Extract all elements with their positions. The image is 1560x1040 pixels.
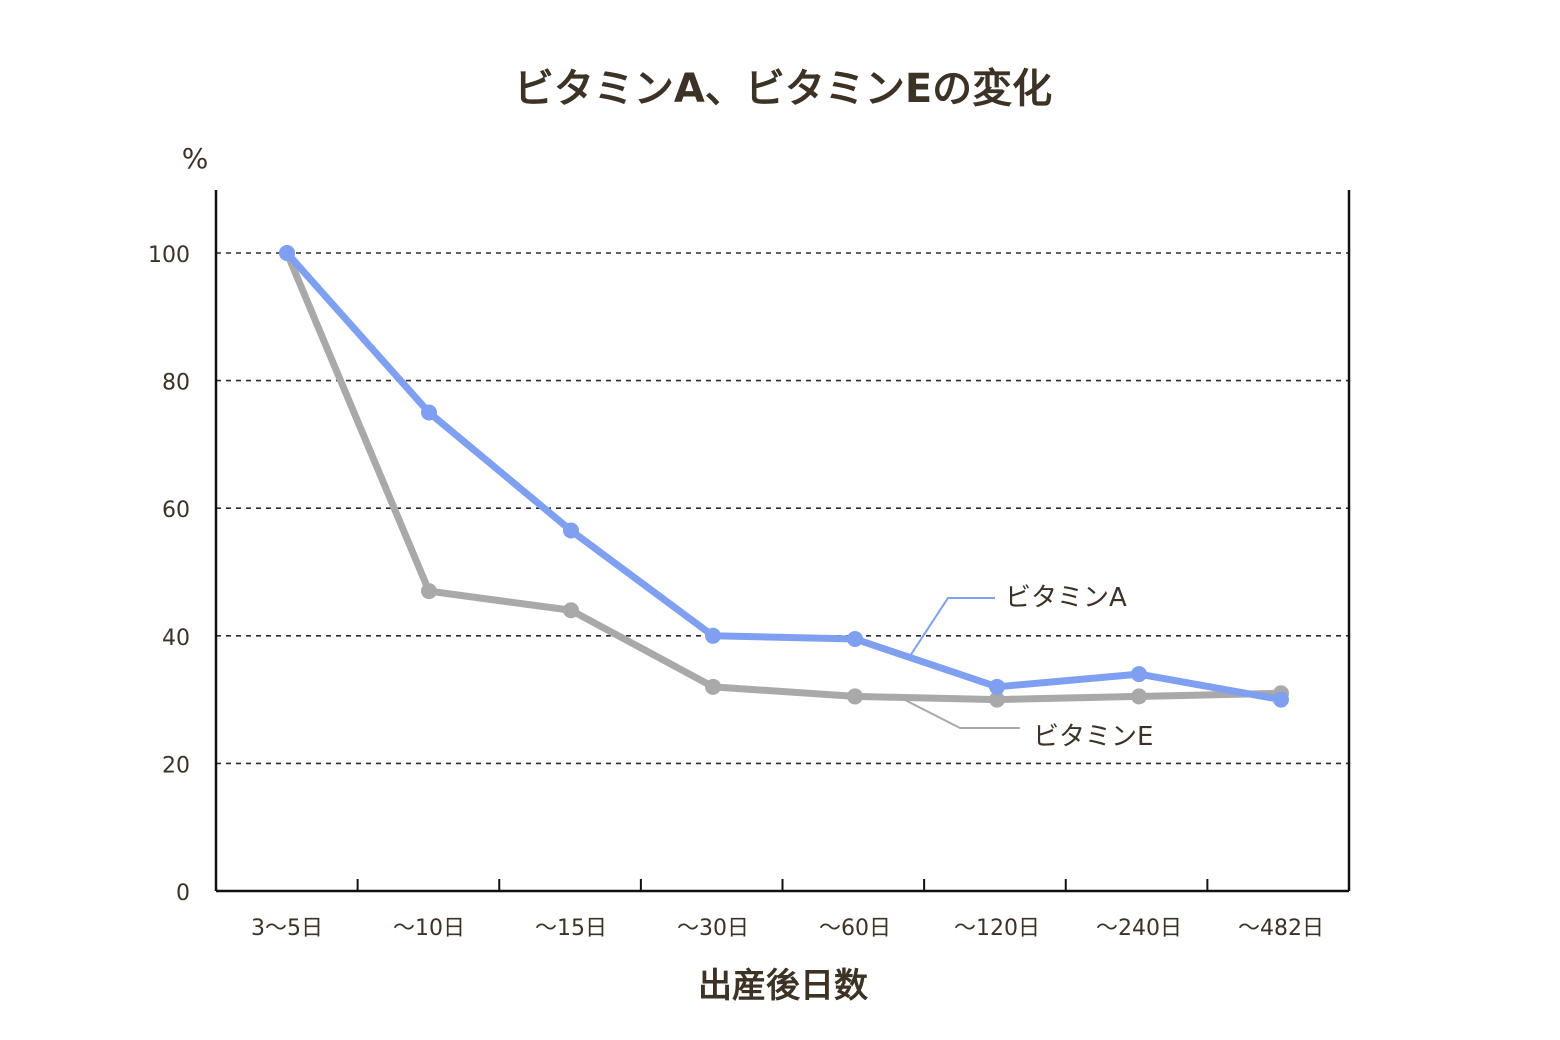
x-tick-label: 〜30日 [677, 916, 749, 941]
data-point [563, 602, 579, 619]
x-tick-label: 〜240日 [1096, 916, 1182, 941]
data-point [421, 404, 437, 421]
x-tick-label: 〜10日 [393, 916, 465, 941]
series-line [283, 249, 1285, 704]
y-tick-label: 0 [176, 881, 190, 906]
data-point [705, 678, 721, 695]
series-line [283, 249, 1285, 704]
x-tick-label: 〜120日 [954, 916, 1040, 941]
data-point [1273, 691, 1289, 708]
series-a-leader-line [909, 597, 995, 657]
x-axis-label: 出産後日数 [698, 966, 868, 1006]
x-tick-label: 3〜5日 [251, 916, 323, 941]
series-labels: ビタミンA ビタミンE [904, 583, 1153, 752]
series-a-label: ビタミンA [1005, 583, 1127, 613]
data-point [989, 691, 1005, 708]
y-axis-unit-label: % [182, 142, 209, 175]
y-tick-label: 60 [162, 498, 190, 523]
data-point [421, 583, 437, 600]
series-e-leader-line [904, 699, 1020, 729]
y-tick-label: 80 [162, 371, 190, 396]
x-tick-label: 〜482日 [1238, 916, 1324, 941]
x-tick-label: 〜60日 [819, 916, 891, 941]
data-point [1131, 666, 1147, 683]
y-tick-labels: 0 20 40 60 80 100 [148, 243, 190, 906]
data-point [1131, 688, 1147, 705]
data-point [847, 630, 863, 647]
data-point [847, 688, 863, 705]
series-e-label: ビタミンE [1033, 722, 1153, 752]
y-tick-label: 100 [148, 243, 190, 268]
y-tick-label: 40 [162, 626, 190, 651]
data-point [279, 245, 295, 261]
series-lines [279, 245, 1289, 708]
x-tick-label: 〜15日 [535, 916, 607, 941]
y-tick-label: 20 [162, 753, 190, 778]
axes [214, 190, 1351, 893]
data-point [989, 678, 1005, 695]
data-point [705, 627, 721, 644]
x-tick-labels: 3〜5日 〜10日 〜15日 〜30日 〜60日 〜120日 〜240日 〜482日 [251, 916, 1324, 941]
chart-title: ビタミンA、ビタミンEの変化 [514, 66, 1052, 112]
grid-lines [216, 252, 1349, 765]
data-point [563, 522, 579, 539]
